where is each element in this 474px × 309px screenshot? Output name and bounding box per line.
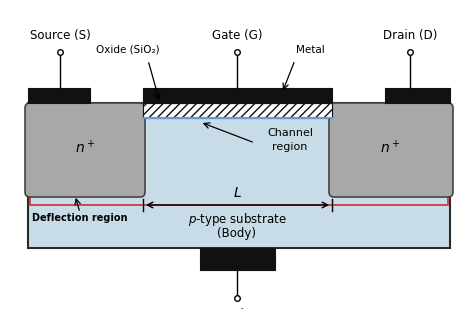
- Bar: [385, 88, 450, 103]
- Text: Channel
region: Channel region: [267, 129, 313, 152]
- Text: Source (S): Source (S): [29, 29, 91, 42]
- Text: Gate (G): Gate (G): [212, 29, 262, 42]
- Bar: [143, 88, 332, 103]
- Text: Metal: Metal: [296, 45, 324, 55]
- Text: Oxide (SiO₂): Oxide (SiO₂): [96, 45, 160, 55]
- Text: (Body): (Body): [218, 227, 256, 240]
- Text: Deflection region: Deflection region: [32, 213, 128, 223]
- Text: $n^+$: $n^+$: [75, 139, 95, 157]
- Text: $L$: $L$: [233, 186, 241, 200]
- Bar: [143, 103, 332, 118]
- Bar: [28, 88, 90, 103]
- Text: Drain (D): Drain (D): [383, 29, 437, 42]
- Bar: [200, 248, 275, 270]
- Text: Body: Body: [222, 308, 252, 309]
- Bar: [30, 105, 448, 205]
- FancyBboxPatch shape: [25, 103, 145, 197]
- Bar: [28, 103, 450, 248]
- FancyBboxPatch shape: [329, 103, 453, 197]
- Text: $p$-type substrate: $p$-type substrate: [188, 211, 286, 228]
- Text: $n^+$: $n^+$: [380, 139, 400, 157]
